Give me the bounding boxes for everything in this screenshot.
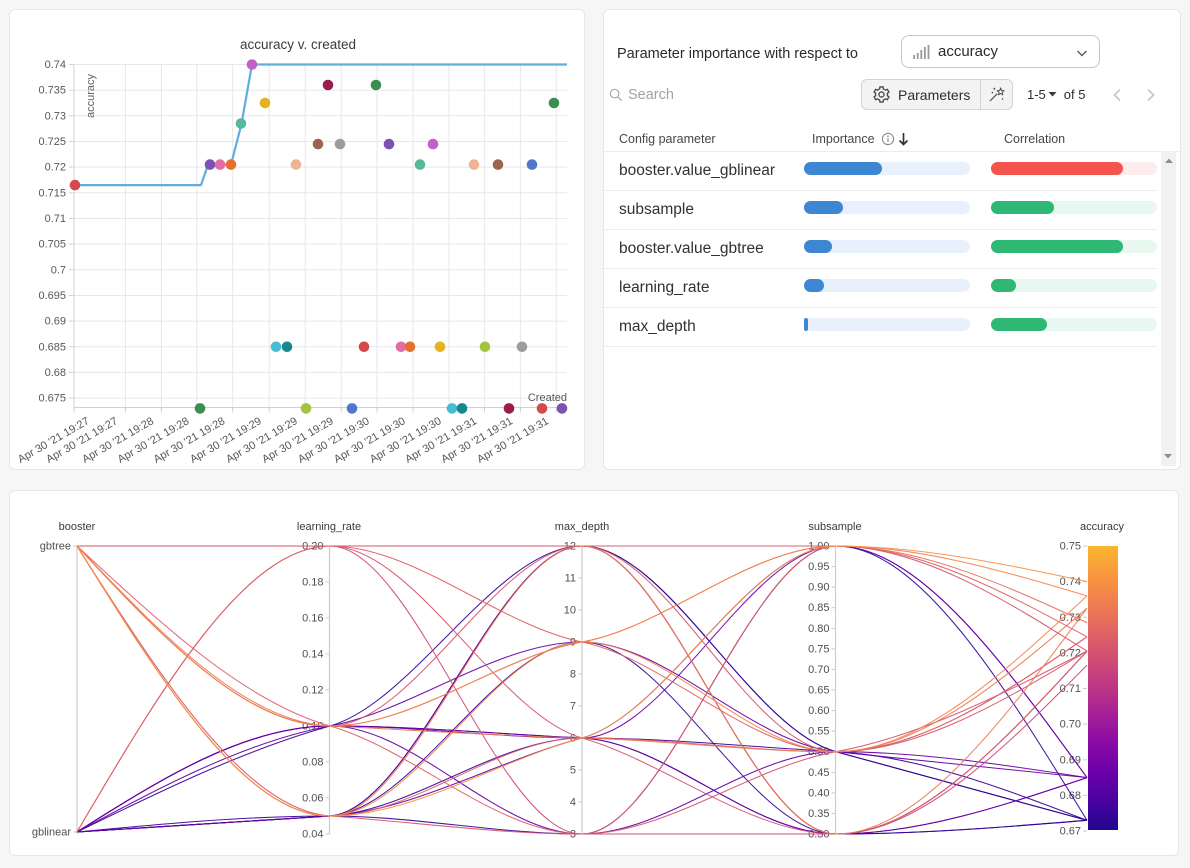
svg-text:0.725: 0.725 <box>38 136 66 148</box>
svg-text:0.45: 0.45 <box>808 767 829 779</box>
svg-text:0.69: 0.69 <box>1060 754 1081 766</box>
svg-text:accuracy: accuracy <box>85 73 97 118</box>
svg-text:0.7: 0.7 <box>51 264 66 276</box>
svg-text:0.60: 0.60 <box>808 705 829 717</box>
svg-text:accuracy v. created: accuracy v. created <box>240 37 356 52</box>
svg-text:0.735: 0.735 <box>38 85 66 97</box>
svg-text:0.73: 0.73 <box>45 110 66 122</box>
svg-text:0.69: 0.69 <box>45 316 66 328</box>
svg-text:0.71: 0.71 <box>45 213 66 225</box>
svg-text:0.685: 0.685 <box>38 341 66 353</box>
svg-text:0.705: 0.705 <box>38 239 66 251</box>
svg-text:0.75: 0.75 <box>808 643 829 655</box>
svg-text:0.90: 0.90 <box>808 582 829 594</box>
svg-text:0.75: 0.75 <box>1060 541 1081 553</box>
svg-text:0.72: 0.72 <box>45 162 66 174</box>
svg-text:0.08: 0.08 <box>302 757 323 769</box>
svg-text:Created: Created <box>528 392 567 404</box>
svg-text:0.04: 0.04 <box>302 829 323 841</box>
svg-text:0.70: 0.70 <box>1060 719 1081 731</box>
svg-text:0.40: 0.40 <box>808 787 829 799</box>
svg-text:0.71: 0.71 <box>1060 683 1081 695</box>
svg-text:3: 3 <box>570 829 576 841</box>
svg-text:0.18: 0.18 <box>302 577 323 589</box>
svg-text:max_depth: max_depth <box>555 521 609 533</box>
svg-text:0.14: 0.14 <box>302 649 323 661</box>
svg-text:0.695: 0.695 <box>38 290 66 302</box>
svg-text:0.35: 0.35 <box>808 808 829 820</box>
svg-text:0.95: 0.95 <box>808 561 829 573</box>
svg-text:0.74: 0.74 <box>45 59 66 71</box>
svg-text:0.68: 0.68 <box>45 367 66 379</box>
svg-text:0.675: 0.675 <box>38 393 66 405</box>
svg-text:booster: booster <box>59 521 96 533</box>
svg-text:subsample: subsample <box>808 521 861 533</box>
svg-text:10: 10 <box>564 605 576 617</box>
svg-text:0.715: 0.715 <box>38 187 66 199</box>
svg-text:0.80: 0.80 <box>808 623 829 635</box>
svg-text:0.70: 0.70 <box>808 664 829 676</box>
svg-text:0.55: 0.55 <box>808 726 829 738</box>
svg-text:4: 4 <box>570 797 576 809</box>
svg-text:0.16: 0.16 <box>302 613 323 625</box>
svg-text:0.12: 0.12 <box>302 685 323 697</box>
svg-text:8: 8 <box>570 669 576 681</box>
svg-text:0.06: 0.06 <box>302 793 323 805</box>
svg-text:0.85: 0.85 <box>808 602 829 614</box>
svg-text:gblinear: gblinear <box>32 827 71 839</box>
svg-text:learning_rate: learning_rate <box>297 521 361 533</box>
svg-text:7: 7 <box>570 701 576 713</box>
svg-text:accuracy: accuracy <box>1080 521 1125 533</box>
svg-text:0.73: 0.73 <box>1060 612 1081 624</box>
svg-text:0.65: 0.65 <box>808 685 829 697</box>
svg-text:gbtree: gbtree <box>40 541 71 553</box>
svg-text:11: 11 <box>565 573 576 585</box>
svg-text:5: 5 <box>570 765 576 777</box>
svg-text:0.68: 0.68 <box>1060 790 1081 802</box>
svg-text:0.67: 0.67 <box>1060 826 1081 838</box>
